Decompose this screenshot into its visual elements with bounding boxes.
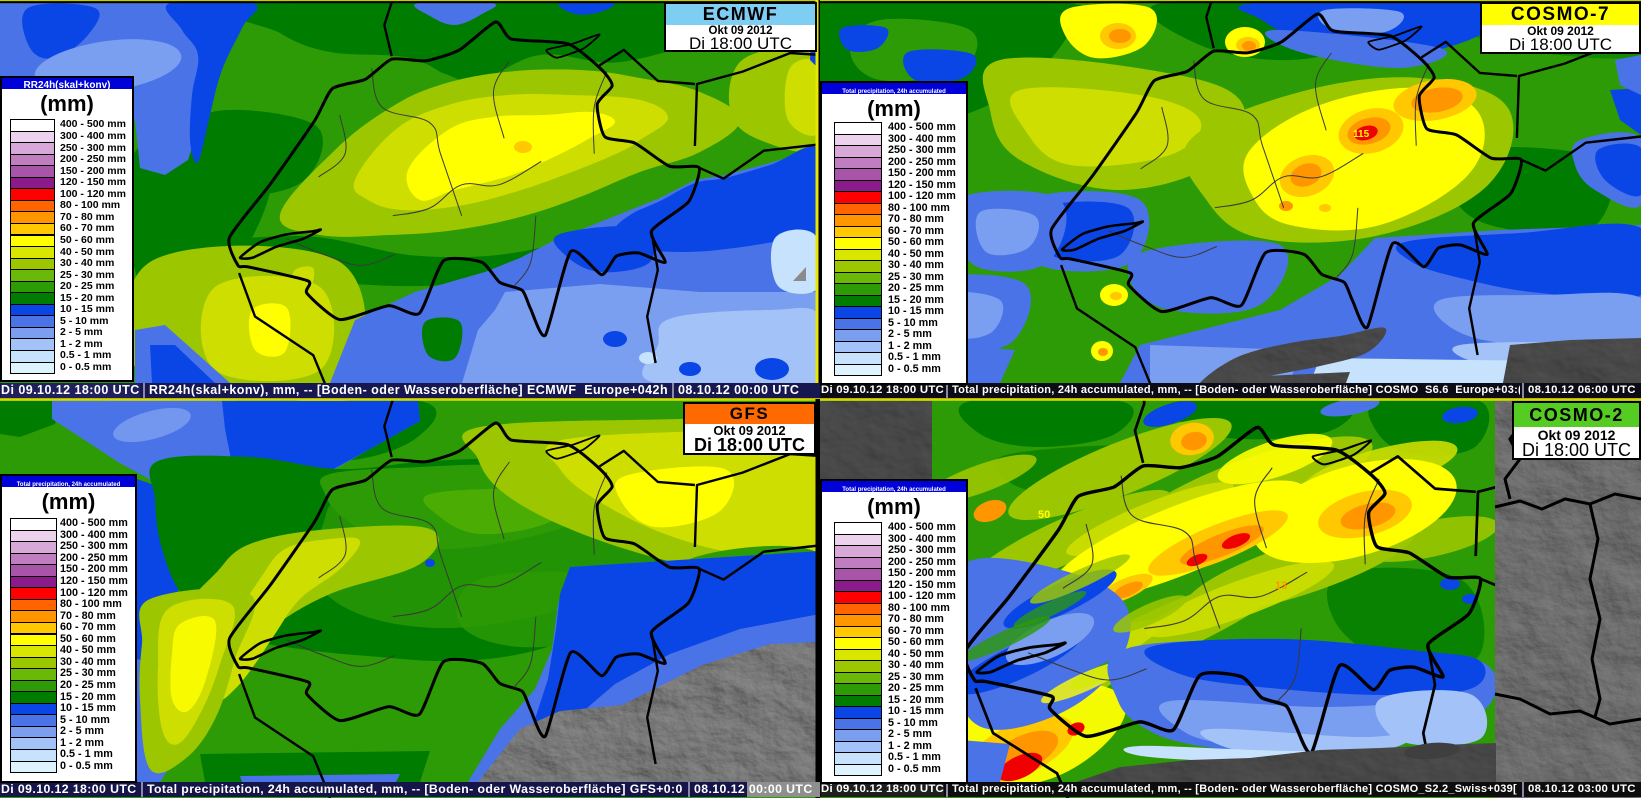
svg-text:50: 50: [1038, 509, 1050, 521]
svg-text:13: 13: [1275, 580, 1287, 592]
svg-text:115: 115: [1353, 129, 1370, 140]
